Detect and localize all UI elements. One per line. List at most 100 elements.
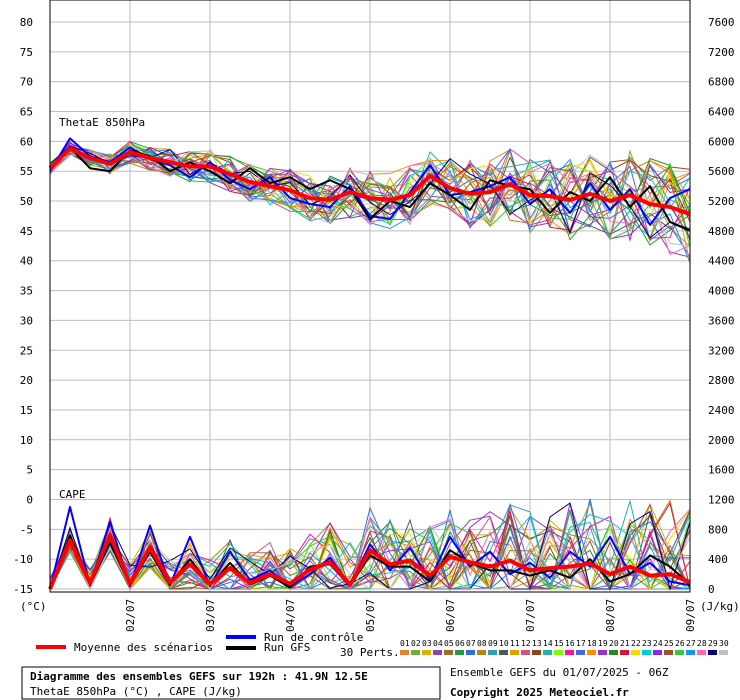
pert-swatch <box>543 650 552 655</box>
pert-number: 25 <box>664 639 674 648</box>
pert-number: 17 <box>576 639 586 648</box>
pert-number: 20 <box>609 639 619 648</box>
left-tick-label: 35 <box>20 285 33 298</box>
right-tick-label: 5600 <box>708 165 735 178</box>
right-tick-label: 1600 <box>708 464 735 477</box>
left-tick-label: 30 <box>20 314 33 327</box>
left-tick-label: 20 <box>20 374 33 387</box>
legend-gfs-label: Run GFS <box>264 641 310 654</box>
pert-swatch <box>664 650 673 655</box>
pert-number: 27 <box>686 639 696 648</box>
pert-swatch <box>576 650 585 655</box>
x-tick-label: 03/07 <box>204 599 217 632</box>
pert-swatch <box>422 650 431 655</box>
thetae-panel-label: ThetaE 850hPa <box>59 116 145 129</box>
perturbation-legend: 01 02 03 04 05 06 07 08 09 10 11 12 13 14 15 16 17 18 19 20… <box>400 639 729 655</box>
pert-number: 10 <box>499 639 509 648</box>
right-tick-label: 2400 <box>708 404 735 417</box>
thetae-mean-line <box>48 146 691 217</box>
pert-number: 04 <box>433 639 443 648</box>
left-tick-label: 10 <box>20 434 33 447</box>
pert-number: 24 <box>653 639 663 648</box>
right-tick-label: 6400 <box>708 106 735 119</box>
pert-number: 26 <box>675 639 685 648</box>
pert-number: 01 <box>400 639 410 648</box>
right-tick-label: 4000 <box>708 285 735 298</box>
pert-number: 19 <box>598 639 608 648</box>
pert-swatch <box>400 650 409 655</box>
legend-mean-label: Moyenne des scénarios <box>74 641 213 654</box>
pert-swatch <box>499 650 508 655</box>
right-tick-label: 7200 <box>708 46 735 59</box>
pert-number: 18 <box>587 639 597 648</box>
cape-member-12 <box>49 515 691 591</box>
right-tick-label: 6000 <box>708 135 735 148</box>
pert-number: 13 <box>532 639 542 648</box>
right-tick-label: 2800 <box>708 374 735 387</box>
pert-swatch <box>631 650 640 655</box>
pert-swatch <box>719 650 728 655</box>
pert-swatch <box>444 650 453 655</box>
cape-control-run <box>49 505 691 590</box>
cape-panel-label: CAPE <box>59 488 86 501</box>
pert-number: 16 <box>565 639 575 648</box>
footer-title: Diagramme des ensembles GEFS sur 192h : … <box>30 670 368 683</box>
pert-swatch <box>521 650 530 655</box>
left-tick-label: 15 <box>20 404 33 417</box>
pert-swatch <box>587 650 596 655</box>
thetae-member-24 <box>49 142 691 242</box>
pert-number: 22 <box>631 639 641 648</box>
left-tick-label: 70 <box>20 76 33 89</box>
pert-number: 11 <box>510 639 520 648</box>
pert-number: 15 <box>554 639 564 648</box>
thetae-member-28 <box>49 151 691 256</box>
left-tick-label: 55 <box>20 165 33 178</box>
right-tick-label: 2000 <box>708 434 735 447</box>
copyright: Copyright 2025 Meteociel.fr <box>450 686 629 699</box>
right-tick-label: 3600 <box>708 314 735 327</box>
left-tick-label: 25 <box>20 344 33 357</box>
left-tick-label: 0 <box>26 493 33 506</box>
x-tick-label: 08/07 <box>604 599 617 632</box>
x-tick-label: 04/07 <box>284 599 297 632</box>
pert-number: 05 <box>444 639 454 648</box>
pert-number: 07 <box>466 639 476 648</box>
left-tick-label: -15 <box>13 583 33 596</box>
pert-swatch <box>477 650 486 655</box>
pert-swatch <box>708 650 717 655</box>
pert-number: 21 <box>620 639 630 648</box>
right-tick-label: 4800 <box>708 225 735 238</box>
pert-swatch <box>488 650 497 655</box>
left-tick-label: -10 <box>13 553 33 566</box>
right-tick-label: 3200 <box>708 344 735 357</box>
pert-swatch <box>642 650 651 655</box>
footer-box <box>21 666 441 700</box>
pert-number: 29 <box>708 639 718 648</box>
left-tick-label: 50 <box>20 195 33 208</box>
thetae-member-06 <box>49 141 691 246</box>
left-tick-label: 45 <box>20 225 33 238</box>
pert-number: 28 <box>697 639 707 648</box>
pert-swatch <box>675 650 684 655</box>
left-unit-label: (°C) <box>20 600 47 613</box>
left-tick-label: 75 <box>20 46 33 59</box>
left-tick-label: 60 <box>20 135 33 148</box>
pert-number: 30 <box>719 639 729 648</box>
pert-swatch <box>532 650 541 655</box>
pert-swatch <box>466 650 475 655</box>
left-tick-label: 5 <box>26 464 33 477</box>
pert-swatch <box>686 650 695 655</box>
pert-number: 08 <box>477 639 487 648</box>
pert-swatch <box>620 650 629 655</box>
pert-swatch <box>510 650 519 655</box>
right-tick-label: 4400 <box>708 255 735 268</box>
x-tick-label: 02/07 <box>124 599 137 632</box>
pert-swatch <box>554 650 563 655</box>
right-tick-label: 6800 <box>708 76 735 89</box>
pert-swatch <box>411 650 420 655</box>
pert-swatch <box>653 650 662 655</box>
pert-swatch <box>565 650 574 655</box>
left-tick-label: 40 <box>20 255 33 268</box>
